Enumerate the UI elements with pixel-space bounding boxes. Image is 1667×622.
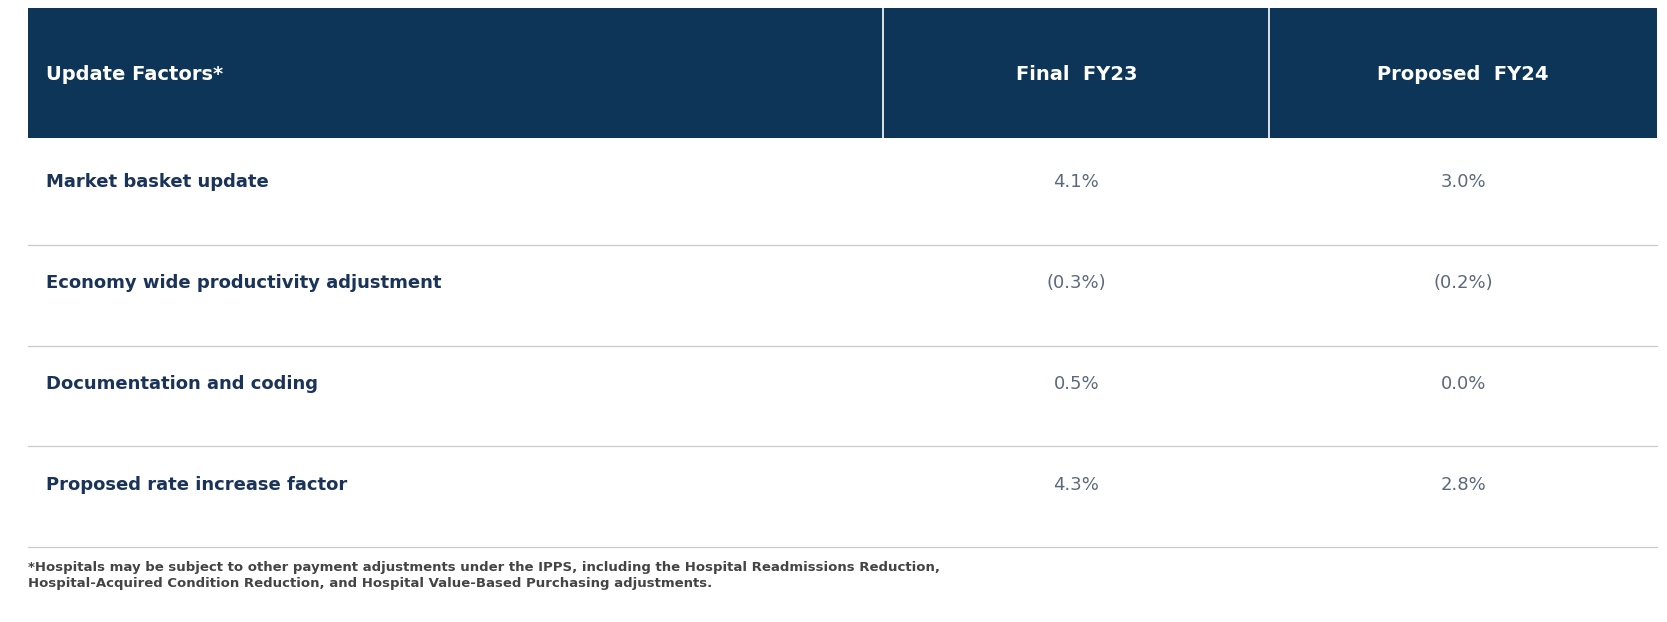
- Text: 0.0%: 0.0%: [1440, 375, 1485, 392]
- Text: Proposed  FY24: Proposed FY24: [1377, 65, 1549, 85]
- Text: Market basket update: Market basket update: [47, 174, 268, 192]
- Text: *Hospitals may be subject to other payment adjustments under the IPPS, including: *Hospitals may be subject to other payme…: [28, 561, 940, 574]
- Text: 0.5%: 0.5%: [1054, 375, 1099, 392]
- Text: 4.1%: 4.1%: [1054, 174, 1099, 192]
- Text: Final  FY23: Final FY23: [1015, 65, 1137, 85]
- Text: (0.3%): (0.3%): [1047, 274, 1107, 292]
- Text: Economy wide productivity adjustment: Economy wide productivity adjustment: [47, 274, 442, 292]
- Text: 4.3%: 4.3%: [1054, 476, 1099, 493]
- Text: Update Factors*: Update Factors*: [47, 65, 223, 85]
- Text: 2.8%: 2.8%: [1440, 476, 1485, 493]
- Bar: [28, 8, 1657, 138]
- Text: (0.2%): (0.2%): [1434, 274, 1494, 292]
- Text: 3.0%: 3.0%: [1440, 174, 1485, 192]
- Text: Hospital-Acquired Condition Reduction, and Hospital Value-Based Purchasing adjus: Hospital-Acquired Condition Reduction, a…: [28, 577, 712, 590]
- Text: Documentation and coding: Documentation and coding: [47, 375, 318, 392]
- Text: Proposed rate increase factor: Proposed rate increase factor: [47, 476, 347, 493]
